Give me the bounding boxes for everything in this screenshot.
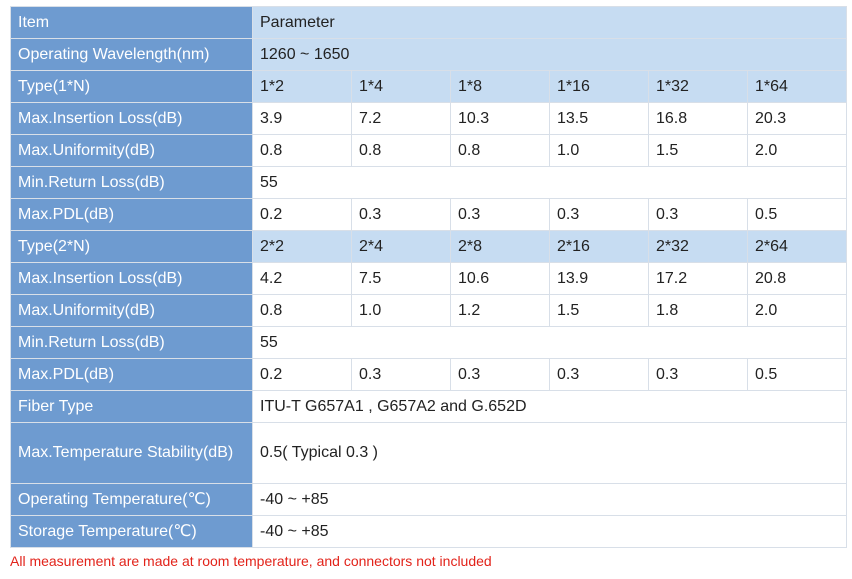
row-label: Max.Uniformity(dB) bbox=[10, 134, 253, 167]
table-cell: 1*4 bbox=[351, 70, 451, 103]
table-cell: 0.5 bbox=[746, 198, 848, 231]
table-cell: 0.3 bbox=[351, 198, 451, 231]
table-cell: 1.5 bbox=[648, 134, 748, 167]
table-row: Storage Temperature(℃) -40 ~ +85 bbox=[10, 515, 848, 548]
row-label: Min.Return Loss(dB) bbox=[10, 166, 253, 199]
table-row: Max.PDL(dB) 0.2 0.3 0.3 0.3 0.3 0.5 bbox=[10, 358, 848, 391]
table-cell: 20.3 bbox=[746, 102, 848, 135]
table-cell: 0.8 bbox=[450, 134, 550, 167]
row-label: Type(2*N) bbox=[10, 230, 253, 263]
table-cell: 7.5 bbox=[351, 262, 451, 295]
table-cell: 13.9 bbox=[549, 262, 649, 295]
table-cell: 0.5( Typical 0.3 ) bbox=[251, 422, 848, 484]
table-row: Fiber Type ITU-T G657A1 , G657A2 and G.65… bbox=[10, 390, 848, 423]
row-label: Min.Return Loss(dB) bbox=[10, 326, 253, 359]
table-cell: 1260 ~ 1650 bbox=[251, 38, 848, 71]
table-cell: -40 ~ +85 bbox=[251, 515, 848, 548]
table-row: Max.Insertion Loss(dB) 3.9 7.2 10.3 13.5 16.8… bbox=[10, 102, 848, 135]
table-row: Item Parameter bbox=[10, 6, 848, 39]
table-cell: Parameter bbox=[251, 6, 848, 39]
row-label: Max.Temperature Stability(dB) bbox=[10, 422, 253, 484]
table-cell: 2.0 bbox=[746, 134, 848, 167]
table-row: Max.Uniformity(dB) 0.8 0.8 0.8 1.0 1.5 2.0 bbox=[10, 134, 848, 167]
table-row: Max.PDL(dB) 0.2 0.3 0.3 0.3 0.3 0.5 bbox=[10, 198, 848, 231]
table-cell: 0.3 bbox=[549, 198, 649, 231]
table-cell: 1*8 bbox=[450, 70, 550, 103]
row-label: Operating Wavelength(nm) bbox=[10, 38, 253, 71]
row-label: Item bbox=[10, 6, 253, 39]
table-cell: 0.8 bbox=[252, 294, 352, 327]
spec-table: Item Parameter Operating Wavelength(nm) 126… bbox=[10, 6, 848, 548]
row-label: Type(1*N) bbox=[10, 70, 253, 103]
row-label: Max.PDL(dB) bbox=[10, 198, 253, 231]
table-cell: 1*16 bbox=[549, 70, 649, 103]
table-cell: 17.2 bbox=[648, 262, 748, 295]
table-cell: 7.2 bbox=[351, 102, 451, 135]
table-cell: 0.8 bbox=[351, 134, 451, 167]
table-cell: 16.8 bbox=[648, 102, 748, 135]
table-cell: 2*16 bbox=[549, 230, 649, 263]
table-cell: 0.3 bbox=[648, 198, 748, 231]
footnote: All measurement are made at room tempera… bbox=[10, 553, 492, 569]
table-cell: 2.0 bbox=[746, 294, 848, 327]
table-cell: 1.5 bbox=[549, 294, 649, 327]
table-cell: 1.0 bbox=[351, 294, 451, 327]
table-row: Max.Uniformity(dB) 0.8 1.0 1.2 1.5 1.8 2.0 bbox=[10, 294, 848, 327]
table-row: Min.Return Loss(dB) 55 bbox=[10, 166, 848, 199]
table-row: Type(1*N) 1*2 1*4 1*8 1*16 1*32 1*64 bbox=[10, 70, 848, 103]
table-row: Max.Insertion Loss(dB) 4.2 7.5 10.6 13.9 17.2… bbox=[10, 262, 848, 295]
table-cell: 13.5 bbox=[549, 102, 649, 135]
spec-table-body: Item Parameter Operating Wavelength(nm) 126… bbox=[10, 6, 848, 548]
table-cell: ITU-T G657A1 , G657A2 and G.652D bbox=[251, 390, 848, 423]
table-cell: 1.0 bbox=[549, 134, 649, 167]
table-row: Type(2*N) 2*2 2*4 2*8 2*16 2*32 2*64 bbox=[10, 230, 848, 263]
table-cell: 1.8 bbox=[648, 294, 748, 327]
table-cell: 2*32 bbox=[648, 230, 748, 263]
table-cell: 4.2 bbox=[252, 262, 352, 295]
row-label: Storage Temperature(℃) bbox=[10, 515, 253, 548]
row-label: Max.Insertion Loss(dB) bbox=[10, 262, 253, 295]
table-cell: 0.5 bbox=[746, 358, 848, 391]
table-cell: 1*2 bbox=[252, 70, 352, 103]
table-cell: 10.3 bbox=[450, 102, 550, 135]
table-cell: 1*32 bbox=[648, 70, 748, 103]
table-row: Min.Return Loss(dB) 55 bbox=[10, 326, 848, 359]
table-row: Max.Temperature Stability(dB) 0.5( Typica… bbox=[10, 422, 848, 484]
table-cell: 3.9 bbox=[252, 102, 352, 135]
row-label: Fiber Type bbox=[10, 390, 253, 423]
table-row: Operating Temperature(℃) -40 ~ +85 bbox=[10, 483, 848, 516]
row-label: Max.Uniformity(dB) bbox=[10, 294, 253, 327]
table-cell: 0.3 bbox=[549, 358, 649, 391]
table-cell: 2*4 bbox=[351, 230, 451, 263]
table-cell: 0.3 bbox=[450, 358, 550, 391]
table-cell: 10.6 bbox=[450, 262, 550, 295]
row-label: Max.PDL(dB) bbox=[10, 358, 253, 391]
table-cell: 0.3 bbox=[351, 358, 451, 391]
table-cell: 2*64 bbox=[746, 230, 848, 263]
table-cell: 0.3 bbox=[450, 198, 550, 231]
table-cell: 1*64 bbox=[746, 70, 848, 103]
table-cell: 55 bbox=[251, 326, 848, 359]
table-cell: 2*2 bbox=[252, 230, 352, 263]
table-cell: 2*8 bbox=[450, 230, 550, 263]
row-label: Max.Insertion Loss(dB) bbox=[10, 102, 253, 135]
table-row: Operating Wavelength(nm) 1260 ~ 1650 bbox=[10, 38, 848, 71]
table-cell: 0.3 bbox=[648, 358, 748, 391]
table-cell: 0.2 bbox=[252, 198, 352, 231]
table-cell: 0.8 bbox=[252, 134, 352, 167]
table-cell: 20.8 bbox=[746, 262, 848, 295]
table-cell: -40 ~ +85 bbox=[251, 483, 848, 516]
table-cell: 0.2 bbox=[252, 358, 352, 391]
table-cell: 1.2 bbox=[450, 294, 550, 327]
row-label: Operating Temperature(℃) bbox=[10, 483, 253, 516]
table-cell: 55 bbox=[251, 166, 848, 199]
